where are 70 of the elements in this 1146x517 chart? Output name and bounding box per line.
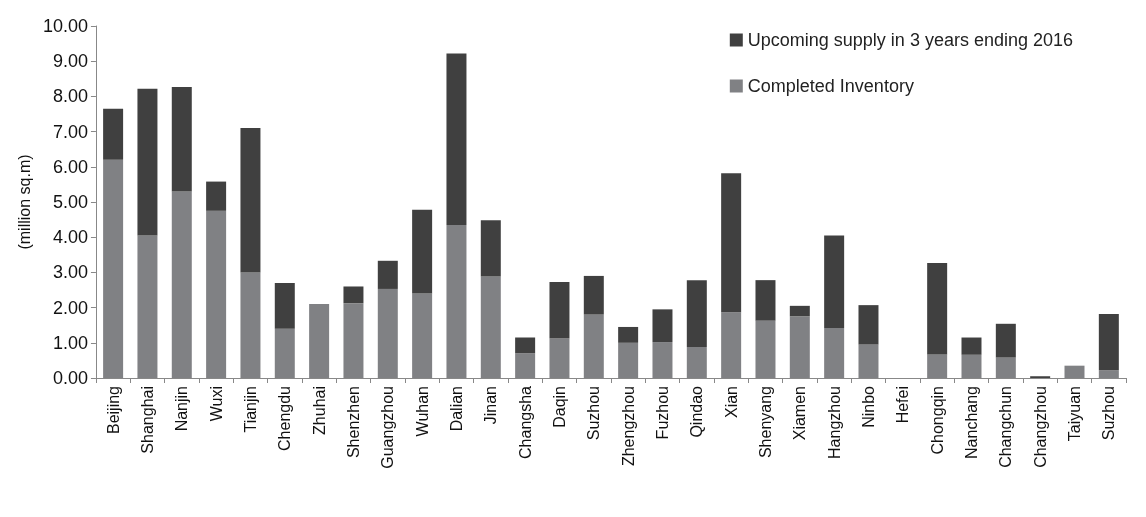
x-tick-label: Tianjin: [241, 386, 259, 433]
x-tick-label: Daqin: [550, 386, 568, 428]
y-axis-title: (million sq.m): [15, 154, 33, 250]
bar: [824, 235, 845, 329]
y-tick-label: 3.00: [52, 262, 88, 283]
x-tick-label: Shanghai: [138, 386, 156, 454]
bar: [652, 309, 673, 343]
bar: [274, 282, 295, 329]
x-tick-label: Dalian: [447, 386, 465, 432]
x-tick-label: Wuxi: [207, 386, 225, 422]
x-tick-label: Wuhan: [413, 386, 431, 437]
x-tick-label: Beijing: [104, 386, 122, 435]
bar: [515, 337, 536, 354]
x-tick-label: Hangzhou: [825, 386, 843, 459]
x-tick-label: Shenzhen: [344, 386, 362, 459]
y-tick-label: 7.00: [52, 121, 88, 142]
bar: [961, 337, 982, 355]
x-tick-label: Ninbo: [859, 385, 877, 428]
legend-label: Upcoming supply in 3 years ending 2016: [747, 30, 1074, 50]
legend-label: Completed Inventory: [747, 76, 914, 96]
bar: [206, 181, 227, 211]
x-tick-label: Chongqin: [928, 386, 946, 455]
bar: [240, 128, 261, 273]
bar: [480, 220, 501, 277]
bar: [412, 209, 433, 294]
bar: [103, 108, 124, 160]
y-tick-label: 10.00: [42, 16, 88, 36]
bar: [583, 275, 604, 315]
y-tick-label: 4.00: [52, 227, 88, 248]
x-tick-label: Zhuhai: [310, 386, 328, 435]
x-tick-label: Chengdu: [276, 386, 294, 451]
x-tick-label: Fuzhou: [653, 386, 671, 440]
x-tick-label: Shenyang: [756, 386, 774, 459]
x-tick-label: Xiamen: [791, 386, 809, 441]
x-tick-label: Guangzhou: [379, 386, 397, 469]
bar: [789, 305, 810, 317]
bar: [995, 323, 1016, 358]
bar: [446, 53, 467, 225]
bar: [618, 326, 639, 343]
y-tick-label: 2.00: [52, 297, 88, 318]
x-tick-label: Suzhou: [585, 386, 603, 441]
y-tick-label: 9.00: [52, 51, 88, 72]
x-tick-label: Zhengzhou: [619, 386, 637, 467]
bar: [755, 280, 776, 321]
bar: [1098, 313, 1119, 371]
y-tick-label: 1.00: [52, 332, 88, 353]
bar: [858, 305, 879, 345]
x-tick-label: Changchun: [997, 386, 1015, 468]
x-tick-label: Hefei: [894, 386, 912, 424]
bar: [343, 286, 364, 304]
x-tick-label: Changsha: [516, 385, 534, 459]
x-tick-label: Nanjin: [173, 386, 191, 432]
y-tick-label: 6.00: [52, 156, 88, 177]
bar: [721, 173, 742, 313]
x-tick-label: Changzhou: [1031, 386, 1049, 468]
bar: [927, 262, 948, 355]
y-tick-label: 5.00: [52, 192, 88, 212]
bar: [686, 280, 707, 348]
x-tick-label: Taiyuan: [1066, 386, 1083, 442]
x-tick-label: Qindao: [688, 385, 706, 438]
x-tick-label: Xian: [722, 386, 740, 419]
bar: [377, 260, 398, 289]
bar: [171, 86, 192, 192]
bar: [549, 281, 570, 339]
y-tick-label: 0.00: [52, 368, 88, 388]
x-tick-label: Jinan: [482, 386, 500, 425]
x-tick-label: Suzhou: [1100, 386, 1118, 441]
bar: [137, 88, 158, 236]
x-tick-label: Nanchang: [962, 386, 980, 459]
y-tick-label: 8.00: [52, 86, 88, 107]
